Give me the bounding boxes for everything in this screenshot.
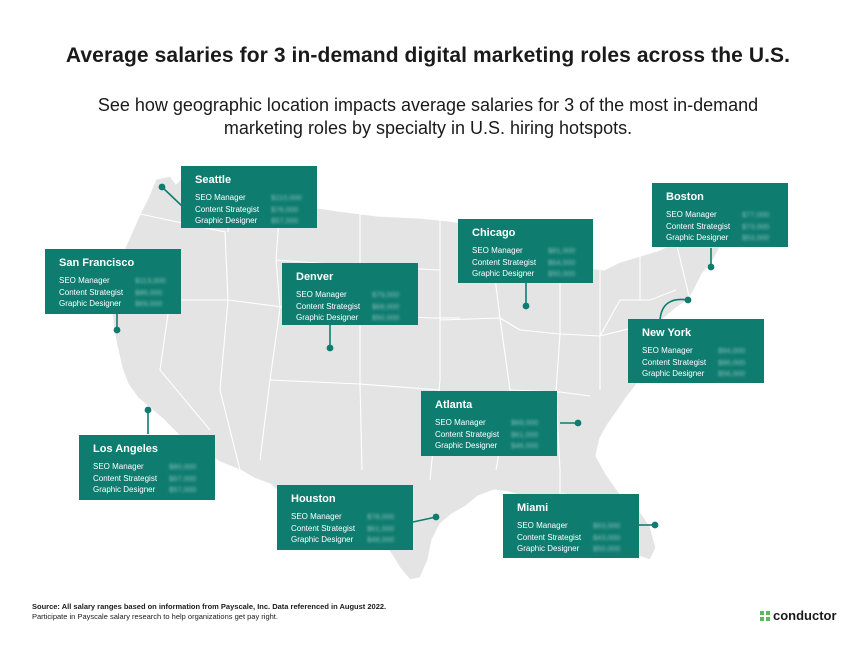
city-name: Los Angeles xyxy=(93,443,158,455)
city-card-atlanta: Atlanta SEO Manager $68,000 Content Strat… xyxy=(421,391,557,456)
role-label: SEO Manager xyxy=(93,462,144,472)
salary-value: $78,000 xyxy=(367,512,395,522)
page-subtitle: See how geographic location impacts aver… xyxy=(97,95,759,138)
role-label: Content Strategist xyxy=(435,429,500,439)
role-label: Content Strategist xyxy=(59,287,124,297)
conductor-logo: conductor xyxy=(760,608,837,623)
salary-value: $64,000 xyxy=(548,257,576,267)
city-name: Atlanta xyxy=(435,399,473,411)
city-name: New York xyxy=(642,327,692,339)
marker-miami xyxy=(651,521,659,529)
state-borders xyxy=(123,190,691,494)
role-label: Content Strategist xyxy=(472,257,537,267)
page-title: Average salaries for 3 in-demand digital… xyxy=(65,44,791,67)
salary-value: $79,000 xyxy=(372,290,400,300)
marker-boston xyxy=(707,263,715,271)
marker-san-francisco xyxy=(113,326,121,334)
role-label: SEO Manager xyxy=(517,521,568,531)
role-label: Graphic Designer xyxy=(59,299,122,309)
salary-value: $53,000 xyxy=(742,233,770,243)
role-label: SEO Manager xyxy=(195,193,246,203)
city-markers xyxy=(113,183,715,529)
role-label: SEO Manager xyxy=(642,346,693,356)
salary-value: $56,000 xyxy=(718,369,746,379)
marker-seattle xyxy=(158,183,166,191)
salary-value: $57,000 xyxy=(169,485,197,495)
role-label: Graphic Designer xyxy=(291,535,354,545)
city-card-new-york: New York SEO Manager $94,000 Content Stra… xyxy=(628,319,764,383)
role-label: Content Strategist xyxy=(93,473,158,483)
city-name: Denver xyxy=(296,271,334,283)
source-note: Source: All salary ranges based on infor… xyxy=(32,602,387,611)
role-label: Graphic Designer xyxy=(296,313,359,323)
salary-value: $50,000 xyxy=(593,544,621,554)
brand-name: conductor xyxy=(773,608,837,623)
salary-value: $73,000 xyxy=(742,221,770,231)
marker-houston xyxy=(432,513,440,521)
marker-atlanta xyxy=(574,419,582,427)
salary-value: $69,000 xyxy=(135,299,163,309)
role-label: Content Strategist xyxy=(195,204,260,214)
salary-value: $61,000 xyxy=(511,429,539,439)
salary-value: $63,000 xyxy=(593,521,621,531)
city-card-denver: Denver SEO Manager $79,000 Content Strate… xyxy=(282,263,418,325)
salary-value: $76,000 xyxy=(271,204,299,214)
marker-new-york xyxy=(684,296,692,304)
role-label: Graphic Designer xyxy=(517,544,580,554)
marker-denver xyxy=(326,344,334,352)
city-card-los-angeles: Los Angeles SEO Manager $80,000 Content S… xyxy=(79,435,215,500)
role-label: Content Strategist xyxy=(666,221,731,231)
role-label: SEO Manager xyxy=(296,290,347,300)
role-label: SEO Manager xyxy=(472,246,523,256)
role-label: SEO Manager xyxy=(291,512,342,522)
role-label: SEO Manager xyxy=(435,418,486,428)
salary-value: $50,000 xyxy=(548,269,576,279)
salary-value: $94,000 xyxy=(718,346,746,356)
city-card-boston: Boston SEO Manager $77,000 Content Strate… xyxy=(652,183,788,247)
salary-value: $80,000 xyxy=(169,462,197,472)
city-name: Boston xyxy=(666,191,704,203)
salary-value: $57,000 xyxy=(271,216,299,226)
salary-value: $86,000 xyxy=(718,357,746,367)
salary-value: $68,000 xyxy=(511,418,539,428)
salary-value: $48,000 xyxy=(367,535,395,545)
participation-note: Participate in Payscale salary research … xyxy=(32,612,278,621)
role-label: Content Strategist xyxy=(642,357,707,367)
conductor-logo-icon xyxy=(760,610,770,621)
city-card-miami: Miami SEO Manager $63,000 Content Strateg… xyxy=(503,494,639,558)
role-label: Graphic Designer xyxy=(93,485,156,495)
salary-value: $43,000 xyxy=(593,532,621,542)
city-name: Seattle xyxy=(195,174,232,186)
salary-value: $67,000 xyxy=(169,473,197,483)
role-label: Content Strategist xyxy=(517,532,582,542)
salary-value: $110,000 xyxy=(271,193,302,203)
city-card-san-francisco: San Francisco SEO Manager $113,000 Conten… xyxy=(45,249,181,314)
role-label: Graphic Designer xyxy=(472,269,535,279)
city-name: Houston xyxy=(291,493,336,505)
salary-value: $86,000 xyxy=(135,287,163,297)
salary-value: $50,000 xyxy=(372,313,400,323)
role-label: Content Strategist xyxy=(296,301,361,311)
salary-value: $68,000 xyxy=(372,301,400,311)
marker-los-angeles xyxy=(144,406,152,414)
city-card-houston: Houston SEO Manager $78,000 Content Strat… xyxy=(277,485,413,550)
city-card-seattle: Seattle SEO Manager $110,000 Content Stra… xyxy=(181,166,317,228)
role-label: Graphic Designer xyxy=(195,216,258,226)
city-name: Miami xyxy=(517,502,549,514)
salary-value: $46,000 xyxy=(511,441,539,451)
salary-value: $81,000 xyxy=(548,246,576,256)
salary-value: $61,000 xyxy=(367,523,395,533)
role-label: Graphic Designer xyxy=(642,369,705,379)
city-name: Chicago xyxy=(472,227,516,239)
role-label: Graphic Designer xyxy=(435,441,498,451)
city-name: San Francisco xyxy=(59,257,135,269)
role-label: SEO Manager xyxy=(59,276,110,286)
city-card-chicago: Chicago SEO Manager $81,000 Content Strat… xyxy=(458,219,593,283)
salary-value: $113,000 xyxy=(135,276,166,286)
role-label: Graphic Designer xyxy=(666,233,729,243)
marker-chicago xyxy=(522,302,530,310)
role-label: Content Strategist xyxy=(291,523,356,533)
salary-value: $77,000 xyxy=(742,210,770,220)
role-label: SEO Manager xyxy=(666,210,717,220)
